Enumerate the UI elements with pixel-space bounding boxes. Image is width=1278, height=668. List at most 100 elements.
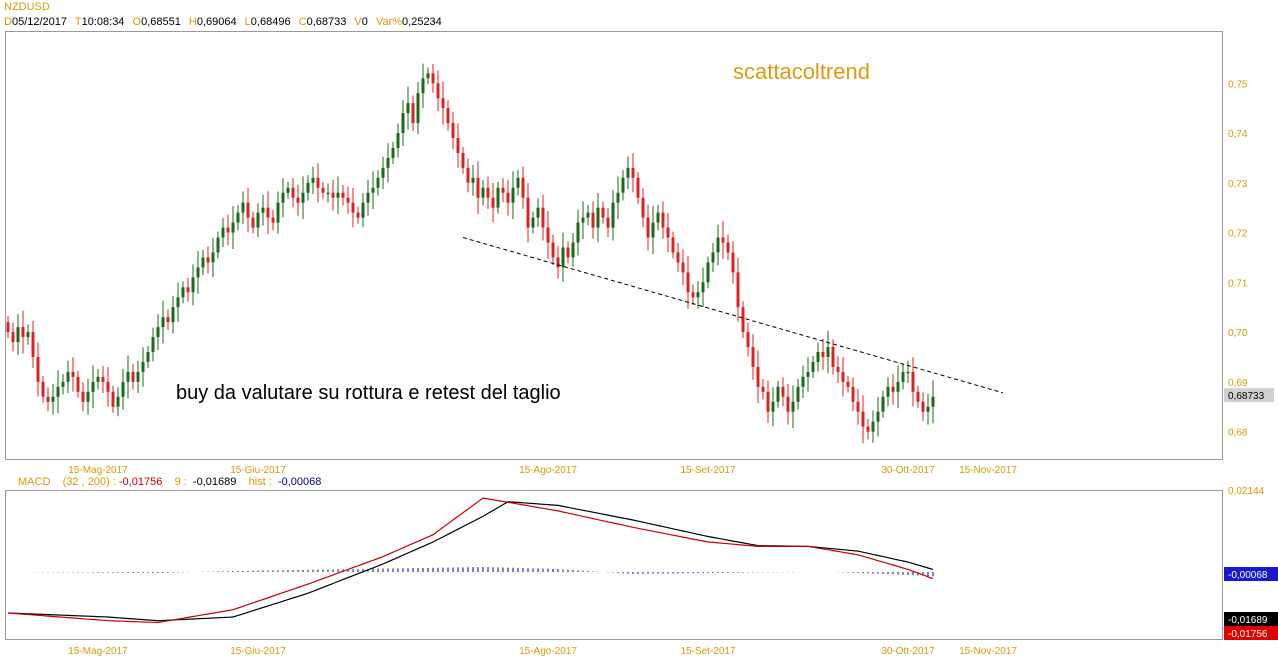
candle-body bbox=[341, 192, 345, 198]
candle-body bbox=[731, 252, 735, 273]
candle-body bbox=[871, 421, 875, 432]
candle-body bbox=[851, 386, 855, 402]
candle-body bbox=[561, 247, 565, 268]
candle-body bbox=[66, 371, 70, 382]
time-axis: 15-Mag-2017 15-Mag-2017 15-Giu-2017 15-Giu-… bbox=[68, 465, 1017, 657]
candle-body bbox=[281, 192, 285, 203]
trendline-layer bbox=[462, 237, 1004, 394]
candle-body bbox=[791, 401, 795, 412]
candle-body bbox=[146, 352, 150, 362]
candle-body bbox=[831, 347, 835, 367]
candle-body bbox=[266, 207, 270, 218]
macd-axis: 0,02144 -0,00068 -0,01689 -0,01756 bbox=[1224, 486, 1278, 640]
candle-body bbox=[216, 237, 220, 253]
candle-body bbox=[681, 262, 685, 273]
candle-body bbox=[581, 217, 585, 223]
candle-body bbox=[371, 187, 375, 193]
ohlc-readout: D05/12/2017 T10:08:34 O0,68551 H0,69064 … bbox=[4, 16, 447, 29]
candle-body bbox=[211, 252, 215, 263]
candle-body bbox=[156, 327, 160, 338]
candle-body bbox=[881, 396, 885, 412]
time-tick-label: 15-Mag-2017 bbox=[68, 465, 128, 476]
candle-body bbox=[531, 217, 535, 228]
macd-lines bbox=[7, 497, 934, 624]
candle-body bbox=[916, 391, 920, 402]
candle-body bbox=[331, 192, 335, 198]
candle-body bbox=[456, 138, 460, 153]
candle-body bbox=[101, 376, 105, 382]
candle-body bbox=[186, 287, 190, 293]
candle-body bbox=[401, 113, 405, 134]
macd-value-badge-label: -0,01756 bbox=[1228, 629, 1268, 640]
candle-body bbox=[391, 147, 395, 158]
time-label: T bbox=[74, 16, 82, 28]
candle-body bbox=[836, 366, 840, 372]
price-axis: 0,75 0,74 0,73 0,72 0,71 0,70 0,69 0,68 0,68733 bbox=[1224, 79, 1274, 439]
candle-body bbox=[236, 212, 240, 223]
hist-value: -0,00068 bbox=[277, 476, 322, 488]
high-label: H bbox=[188, 16, 197, 28]
candle-body bbox=[316, 177, 320, 188]
candle-body bbox=[271, 217, 275, 223]
candle-body bbox=[571, 242, 575, 258]
candle-body bbox=[201, 257, 205, 268]
candle-body bbox=[806, 371, 810, 377]
candle-body bbox=[886, 386, 890, 397]
macd-time-tick-label: 15-Nov-2017 bbox=[959, 646, 1017, 657]
macd-line bbox=[7, 497, 934, 624]
date-value: 05/12/2017 bbox=[11, 16, 68, 28]
date-label: D bbox=[4, 16, 12, 28]
candle-body bbox=[386, 157, 390, 168]
candle-body bbox=[721, 237, 725, 243]
macd-time-tick-label: 15-Set-2017 bbox=[680, 646, 735, 657]
candle-body bbox=[136, 371, 140, 382]
candle-body bbox=[416, 93, 420, 124]
price-tick-label: 0,72 bbox=[1228, 229, 1248, 240]
candle-body bbox=[91, 381, 95, 392]
candle-body bbox=[866, 426, 870, 432]
candle-body bbox=[151, 337, 155, 352]
close-label: C bbox=[298, 16, 307, 28]
hist-value-badge bbox=[1224, 567, 1278, 581]
var-label: Var% bbox=[375, 16, 403, 28]
candle-body bbox=[816, 352, 820, 362]
candle-body bbox=[286, 187, 290, 193]
time-value: 10:08:34 bbox=[81, 16, 125, 28]
candle-body bbox=[811, 361, 815, 372]
candle-body bbox=[36, 356, 40, 382]
signal-line bbox=[7, 501, 934, 622]
candle-body bbox=[356, 212, 360, 218]
candle-body bbox=[121, 381, 125, 397]
candle-body bbox=[61, 381, 65, 387]
candle-body bbox=[241, 202, 245, 213]
macd-title: MACD bbox=[18, 476, 51, 488]
candle-body bbox=[611, 202, 615, 228]
candle-body bbox=[501, 187, 505, 193]
candle-body bbox=[641, 197, 645, 218]
candle-body bbox=[46, 396, 50, 402]
candle-body bbox=[546, 227, 550, 243]
candle-body bbox=[516, 177, 520, 188]
close-value: 0,68733 bbox=[306, 16, 347, 28]
candle-body bbox=[771, 401, 775, 412]
time-tick-label: 15-Ago-2017 bbox=[519, 465, 577, 476]
candle-body bbox=[906, 371, 910, 374]
candle-body bbox=[671, 237, 675, 253]
time-tick-label: 15-Set-2017 bbox=[680, 465, 735, 476]
candle-body bbox=[406, 103, 410, 114]
candle-body bbox=[31, 332, 35, 357]
candle-body bbox=[461, 152, 465, 168]
candle-body bbox=[481, 187, 485, 198]
candle-body bbox=[226, 227, 230, 233]
candle-body bbox=[471, 177, 475, 183]
macd-time-tick-label: 15-Ago-2017 bbox=[519, 646, 577, 657]
candle-body bbox=[591, 212, 595, 228]
volume-value: 0 bbox=[361, 16, 368, 28]
candle-body bbox=[181, 287, 185, 298]
var-value: 0,25234 bbox=[402, 16, 442, 28]
candle-body bbox=[566, 247, 570, 258]
price-candles bbox=[6, 63, 935, 444]
candle-body bbox=[801, 376, 805, 387]
brand-annotation: scattacoltrend bbox=[733, 59, 870, 84]
